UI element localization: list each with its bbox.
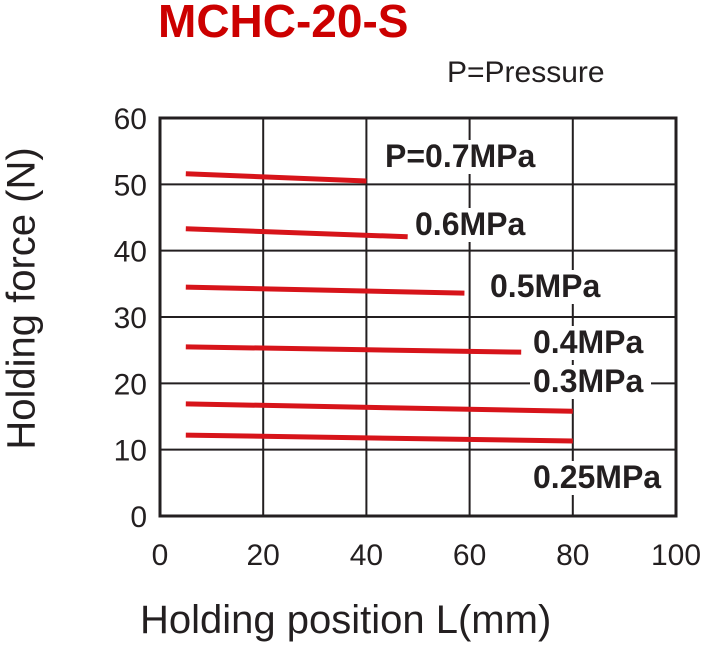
y-tick-label: 10 (114, 435, 147, 468)
series-label-background (530, 365, 651, 399)
x-tick-label: 60 (453, 539, 486, 572)
series-line (185, 432, 573, 444)
series-label: 0.6MPa (415, 206, 525, 242)
y-tick-label: 20 (114, 368, 147, 401)
x-tick-label: 100 (651, 539, 701, 572)
series-label-background (530, 326, 651, 360)
y-tick-label: 30 (114, 302, 147, 335)
series-label-background (530, 461, 671, 495)
x-tick-label: 80 (556, 539, 589, 572)
chart-title: MCHC-20-S (158, 0, 409, 47)
y-axis-label: Holding force (N) (0, 147, 44, 450)
series-line (185, 401, 573, 414)
chart-subtitle: P=Pressure (447, 56, 605, 89)
y-tick-label: 60 (114, 103, 147, 136)
series-line (185, 171, 367, 184)
series-line (185, 284, 465, 296)
x-tick-label: 20 (247, 539, 280, 572)
series-label: 0.3MPa (533, 363, 643, 399)
x-tick-label: 0 (152, 539, 169, 572)
x-axis-label: Holding position L(mm) (140, 598, 552, 642)
y-tick-label: 50 (114, 169, 147, 202)
series-label-background (412, 208, 533, 242)
series-line (185, 344, 522, 355)
series-label-background (487, 270, 608, 304)
series-line (185, 226, 408, 240)
x-tick-label: 40 (350, 539, 383, 572)
series-label: 0.25MPa (533, 459, 661, 495)
series-label: 0.4MPa (533, 324, 643, 360)
series-label-background (382, 140, 542, 174)
plot-frame (158, 116, 678, 518)
series-label: 0.5MPa (490, 268, 600, 304)
y-tick-label: 0 (130, 501, 147, 534)
y-tick-label: 40 (114, 236, 147, 269)
series-label: P=0.7MPa (385, 138, 536, 174)
